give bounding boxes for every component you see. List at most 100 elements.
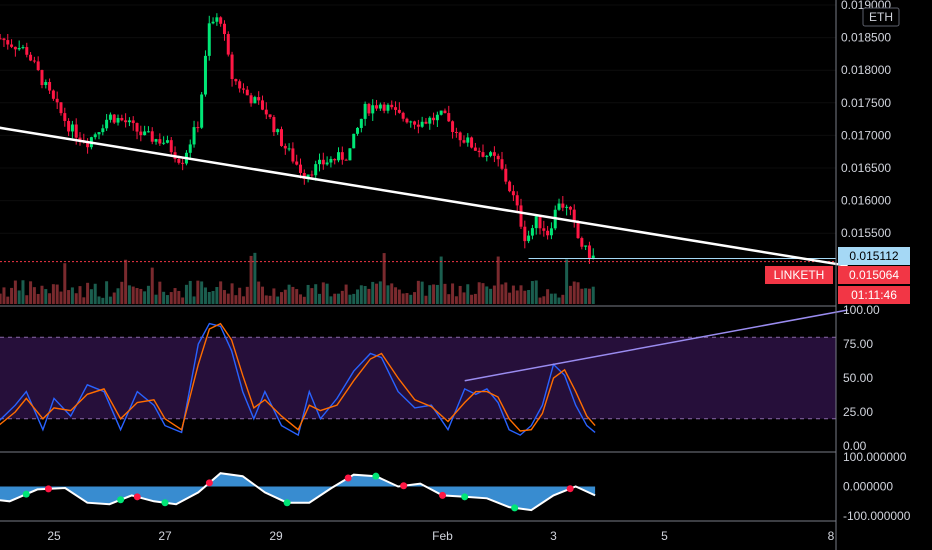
candle-body (29, 54, 33, 61)
candle-body (375, 105, 379, 109)
candle-body (279, 129, 283, 146)
time-tick-label: 5 (661, 529, 668, 543)
volume-bar (508, 292, 512, 304)
volume-bar (348, 294, 352, 304)
candle-body (226, 34, 230, 55)
volume-bar (580, 288, 584, 304)
candle-body (318, 159, 322, 165)
candle-body (333, 158, 337, 161)
candle-body (207, 23, 211, 56)
candle-body (492, 152, 496, 156)
volume-bar (295, 289, 299, 304)
candle-body (272, 117, 276, 133)
volume-bar (215, 287, 219, 304)
candle-body (401, 112, 405, 119)
candle-body (416, 124, 420, 127)
price-tick-label: 0.017000 (841, 128, 891, 142)
volume-bar (500, 284, 504, 304)
volume-bar (568, 285, 572, 304)
oscillator-line (0, 472, 596, 512)
symbol-tag-label: LINKETH (774, 268, 825, 282)
oscillator-tick-label: -100.000000 (843, 509, 911, 523)
volume-bar (416, 280, 420, 304)
oscillator-buy-dot (161, 499, 169, 507)
time-tick-label: 27 (158, 529, 172, 543)
oscillator-tick-label: 0.000000 (843, 480, 893, 494)
trendline[interactable] (0, 116, 848, 268)
candle-body (405, 118, 409, 123)
price-tick-label: 0.017500 (841, 96, 891, 110)
candle-body (413, 121, 417, 125)
volume-bar (13, 280, 17, 304)
volume-bar (302, 296, 306, 304)
volume-bar (587, 288, 591, 304)
volume-bar (272, 288, 276, 304)
volume-bar (375, 283, 379, 304)
divergence-line[interactable] (464, 309, 848, 382)
volume-bar (534, 280, 538, 304)
price-tick-label: 0.016000 (841, 194, 891, 208)
volume-bar (249, 255, 253, 304)
volume-bar (67, 290, 71, 304)
candle-body (371, 105, 375, 114)
volume-bar (207, 291, 211, 304)
volume-bar (89, 289, 93, 304)
candle-body (169, 140, 173, 153)
candle-body (439, 110, 443, 115)
volume-bar (257, 281, 261, 304)
oscillator-pane[interactable] (0, 472, 596, 512)
candle-body (527, 235, 531, 242)
volume-bar (340, 290, 344, 304)
candle-body (276, 129, 280, 133)
volume-bar (2, 287, 6, 304)
volume-bar (576, 282, 580, 304)
volume-bar (139, 288, 143, 304)
candle-body (230, 54, 234, 80)
volume-bar (196, 280, 200, 304)
volume-bar (409, 294, 413, 304)
candle-body (158, 139, 162, 144)
volume-bar (124, 259, 128, 304)
candle-body (302, 172, 306, 179)
volume-bar (523, 290, 527, 304)
volume-bar (496, 256, 500, 304)
stoch-rsi-pane[interactable] (0, 309, 848, 437)
oscillator-sell-dot (566, 485, 574, 493)
stoch-k-line (0, 322, 596, 437)
candle-body (386, 104, 390, 111)
candle-body (78, 137, 82, 141)
volume-bar (279, 292, 283, 304)
volume-bar (511, 285, 515, 304)
volume-bar (561, 294, 565, 304)
candle-body (382, 104, 386, 111)
candle-body (443, 110, 447, 114)
volume-bar (432, 284, 436, 304)
volume-bar (310, 288, 314, 304)
candle-body (340, 152, 344, 160)
candle-body (568, 206, 572, 210)
candle-body (44, 82, 48, 86)
candle-body (534, 216, 538, 229)
volume-bar (359, 285, 363, 304)
price-tick-label: 0.015500 (841, 226, 891, 240)
volume-bar (329, 296, 333, 304)
volume-bar (299, 294, 303, 304)
volume-bar (10, 287, 14, 304)
candle-body (458, 132, 462, 141)
candle-body (561, 203, 565, 208)
candle-body (306, 174, 310, 179)
price-pane[interactable] (0, 4, 848, 304)
volume-bar (565, 259, 569, 304)
volume-bar (55, 284, 59, 304)
time-axis-labels[interactable]: 25 27 29 Feb 3 5 8 (47, 529, 834, 543)
volume-bar (25, 295, 29, 304)
volume-bar (200, 281, 204, 304)
candle-body (219, 17, 223, 24)
candle-body (359, 118, 363, 128)
volume-bar (6, 296, 10, 304)
candle-body (241, 88, 245, 90)
volume-bar (32, 287, 36, 304)
volume-bar (546, 289, 550, 304)
volume-bar (21, 280, 25, 304)
